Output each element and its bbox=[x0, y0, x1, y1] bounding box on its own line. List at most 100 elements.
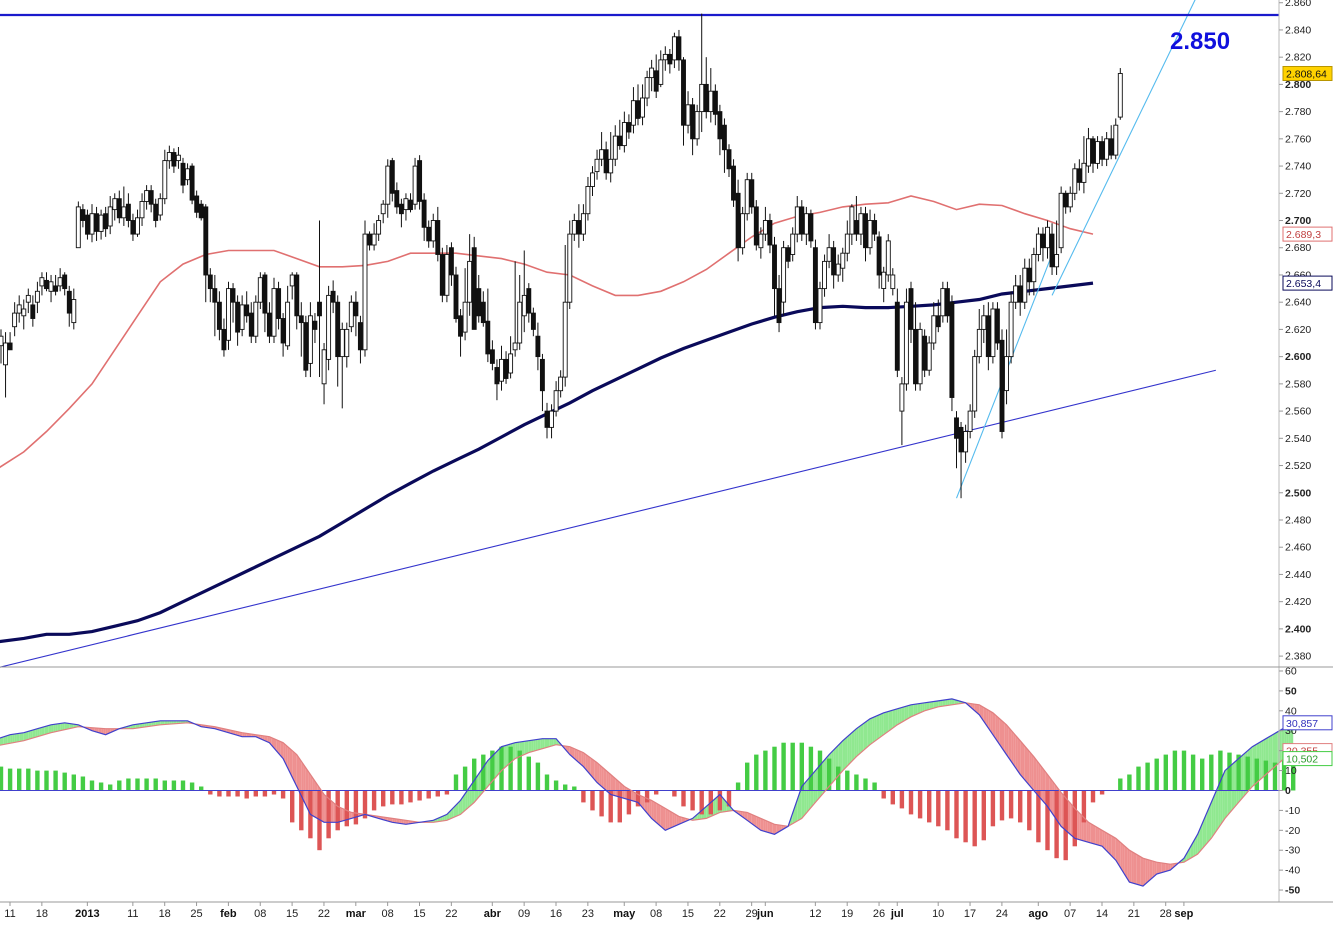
candle-body bbox=[791, 234, 795, 254]
candle-body bbox=[208, 275, 212, 289]
macd-fill-segment bbox=[658, 804, 660, 826]
histogram-bar bbox=[454, 775, 458, 791]
macd-fill-segment bbox=[1270, 735, 1272, 771]
candle bbox=[1000, 329, 1004, 438]
candle-body bbox=[877, 237, 881, 275]
histogram-bar bbox=[945, 791, 949, 831]
candle-body bbox=[736, 193, 740, 247]
macd-fill-segment bbox=[547, 739, 549, 748]
candle-body bbox=[923, 336, 927, 370]
macd-fill-segment bbox=[35, 729, 37, 738]
candle-body bbox=[800, 207, 804, 234]
candle-body bbox=[959, 427, 963, 452]
macd-fill-segment bbox=[1268, 736, 1270, 773]
macd-fill-segment bbox=[6, 735, 8, 744]
histogram-bar bbox=[1182, 751, 1186, 791]
macd-fill-segment bbox=[21, 733, 23, 741]
macd-fill-segment bbox=[656, 803, 658, 824]
candle-body bbox=[126, 204, 130, 220]
candle-body bbox=[286, 302, 290, 346]
macd-fill-segment bbox=[1013, 733, 1015, 768]
candle-body bbox=[149, 191, 153, 205]
candle-body bbox=[722, 125, 726, 150]
macd-fill-segment bbox=[1275, 732, 1277, 767]
candle-body bbox=[45, 280, 49, 288]
candle-body bbox=[163, 161, 167, 199]
date-tick-label: 22 bbox=[714, 908, 726, 920]
price-tick-label: 2.700 bbox=[1285, 215, 1311, 227]
histogram-bar bbox=[0, 767, 3, 791]
macd-fill-segment bbox=[486, 761, 488, 790]
date-tick-label: 15 bbox=[413, 908, 425, 920]
macd-fill-segment bbox=[1125, 846, 1127, 878]
candle-body bbox=[290, 275, 294, 286]
candle bbox=[991, 302, 995, 363]
macd-fill-segment bbox=[866, 720, 868, 748]
macd-fill-segment bbox=[60, 723, 62, 731]
macd-fill-segment bbox=[597, 763, 599, 785]
histogram-bar bbox=[718, 791, 722, 811]
histogram-bar bbox=[53, 771, 57, 791]
candle-body bbox=[618, 136, 622, 146]
candle-body bbox=[108, 207, 112, 226]
macd-fill-segment bbox=[476, 774, 478, 800]
candle-body bbox=[113, 199, 117, 210]
candle-body bbox=[295, 275, 299, 316]
histogram-bar bbox=[354, 791, 358, 825]
histogram-bar bbox=[254, 791, 258, 797]
macd-fill-segment bbox=[602, 767, 604, 789]
candle-body bbox=[1027, 268, 1031, 282]
histogram-bar bbox=[245, 791, 249, 799]
macd-fill-segment bbox=[1214, 792, 1216, 835]
macd-fill-segment bbox=[304, 765, 306, 805]
date-tick-label: feb bbox=[220, 908, 237, 920]
candle-body bbox=[1068, 193, 1072, 207]
macd-fill-segment bbox=[1093, 825, 1095, 844]
macd-fill-segment bbox=[822, 760, 824, 795]
candle-body bbox=[318, 302, 322, 316]
candle-body bbox=[964, 432, 968, 452]
candle-body bbox=[304, 323, 308, 371]
macd-fill-segment bbox=[1113, 837, 1115, 860]
candle-body bbox=[691, 105, 695, 139]
macd-fill-segment bbox=[652, 800, 654, 820]
candle-body bbox=[481, 302, 485, 322]
price-tick-label: 2.620 bbox=[1285, 324, 1311, 336]
macd-fill-segment bbox=[840, 741, 842, 774]
macd-fill-segment bbox=[1088, 822, 1090, 843]
candle bbox=[413, 158, 417, 210]
histogram-bar bbox=[527, 757, 531, 791]
candle-body bbox=[99, 215, 103, 231]
candle-body bbox=[591, 173, 595, 187]
histogram-bar bbox=[508, 747, 512, 791]
candle-body bbox=[577, 221, 581, 235]
candle-body bbox=[249, 313, 253, 336]
candle bbox=[568, 221, 572, 309]
macd-fill-segment bbox=[1129, 850, 1131, 883]
histogram-bar bbox=[1018, 791, 1022, 823]
candle-body bbox=[836, 264, 840, 275]
price-tick-label: 2.460 bbox=[1285, 542, 1311, 554]
histogram-bar bbox=[1246, 757, 1250, 791]
histogram-bar bbox=[872, 783, 876, 791]
macd-tick-label: -20 bbox=[1285, 825, 1300, 837]
macd-fill-segment bbox=[674, 814, 676, 827]
histogram-bar bbox=[1064, 791, 1068, 861]
candle-body bbox=[236, 302, 240, 332]
candle-body bbox=[500, 359, 504, 381]
macd-fill-segment bbox=[815, 768, 817, 803]
candle-body bbox=[559, 377, 563, 391]
macd-fill-segment bbox=[763, 819, 765, 831]
candle-body bbox=[982, 316, 986, 330]
macd-fill-segment bbox=[515, 742, 517, 758]
macd-fill-segment bbox=[615, 779, 617, 797]
candle-body bbox=[909, 289, 913, 330]
candle-body bbox=[732, 166, 736, 200]
macd-fill-segment bbox=[672, 812, 674, 827]
candle-body bbox=[1064, 193, 1068, 207]
macd-fill-segment bbox=[770, 822, 772, 833]
candle bbox=[440, 248, 444, 302]
histogram-bar bbox=[235, 791, 239, 797]
macd-fill-segment bbox=[831, 750, 833, 784]
